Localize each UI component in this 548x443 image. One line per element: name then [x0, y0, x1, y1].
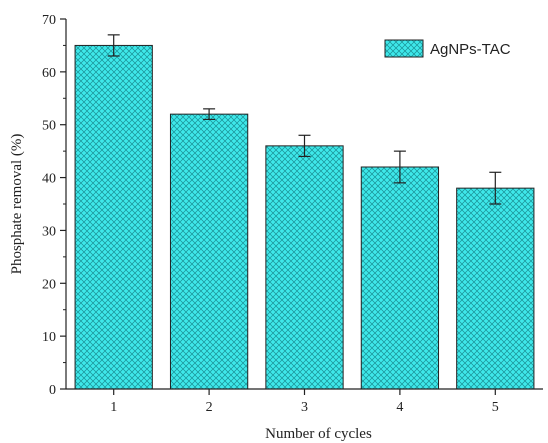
y-tick-label-40: 40 [42, 172, 56, 187]
bar-cycle-5 [456, 187, 535, 390]
x-axis-title: Number of cycles [265, 426, 372, 442]
bars-group [74, 44, 535, 390]
y-tick-label-50: 50 [42, 119, 56, 134]
y-tick-label-0: 0 [49, 383, 56, 398]
bar-cycle-4 [360, 166, 440, 390]
x-tick-label-2: 2 [206, 400, 213, 415]
ticks-group: 0 10 20 30 40 50 60 70 1 2 3 4 5 [42, 13, 499, 415]
y-axis-title: Phosphate removal (%) [9, 134, 25, 275]
y-tick-label-70: 70 [42, 13, 56, 28]
bar-cycle-3 [265, 145, 344, 390]
y-tick-label-10: 10 [42, 330, 56, 345]
legend-label: AgNPs-TAC [430, 41, 511, 58]
x-tick-label-5: 5 [492, 400, 499, 415]
error-bars-group [107, 34, 502, 205]
y-tick-label-20: 20 [42, 277, 56, 292]
x-tick-label-3: 3 [301, 400, 308, 415]
y-tick-label-60: 60 [42, 66, 56, 81]
bar-cycle-2 [169, 113, 249, 390]
x-tick-label-4: 4 [396, 400, 403, 415]
legend-swatch [384, 39, 424, 58]
x-tick-label-1: 1 [110, 400, 117, 415]
bar-cycle-1 [74, 44, 153, 390]
legend: AgNPs-TAC [384, 39, 511, 58]
y-tick-label-30: 30 [42, 224, 56, 239]
